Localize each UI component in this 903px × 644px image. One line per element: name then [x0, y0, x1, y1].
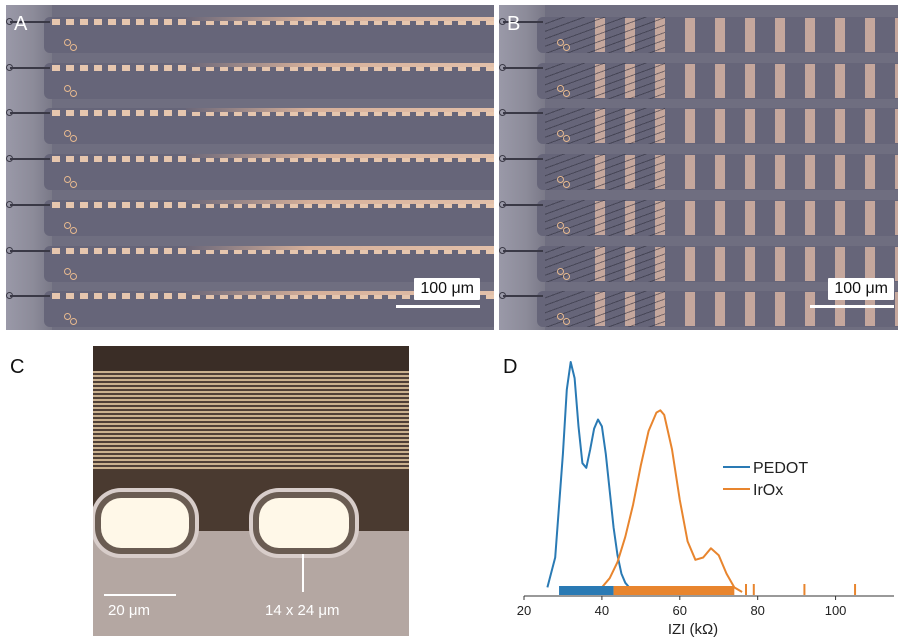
probe-tip: [6, 109, 50, 117]
probe-tip: [499, 292, 543, 300]
probe-tip: [499, 246, 543, 254]
alignment-marks: [557, 130, 571, 144]
site-size-label: 14 x 24 μm: [265, 602, 340, 619]
rug-band-irox: [613, 586, 735, 595]
probe-tip: [6, 292, 50, 300]
x-tick-label: 60: [673, 603, 687, 618]
legend-label-pedot: PEDOT: [753, 460, 808, 477]
alignment-marks: [64, 130, 78, 144]
panel-b-scale-bar: [810, 305, 894, 308]
trace-bundle: [186, 245, 494, 250]
panel-c-micrograph: 20 μm 14 x 24 μm: [93, 346, 409, 636]
electrode-site: [259, 498, 349, 548]
alignment-marks: [557, 267, 571, 282]
panel-a-scale-label: 100 μm: [414, 278, 480, 300]
probe-tip: [6, 63, 50, 71]
impedance-density-chart: 20 40 60 80 100 PEDOT IrOx IZI (kΩ): [517, 361, 894, 638]
electrode-row: [52, 19, 494, 25]
legend-label-irox: IrOx: [753, 482, 783, 499]
panel-b-scale-label: 100 μm: [828, 278, 894, 300]
electrode-site: [101, 498, 189, 548]
panel-a-letter: A: [14, 13, 28, 35]
electrode-row: [52, 64, 494, 71]
trace-bundle: [186, 62, 494, 67]
probe-tip: [499, 18, 543, 25]
x-tick-label: 100: [825, 603, 847, 618]
series-line-irox: [593, 409, 743, 593]
panel-b-micrograph: B 100 μm: [499, 5, 898, 330]
trace-bundle: [186, 154, 494, 159]
alignment-marks: [64, 267, 78, 282]
alignment-marks: [64, 313, 78, 327]
alignment-marks: [64, 39, 78, 53]
shank-edge: [93, 346, 409, 371]
probe-tip: [499, 63, 543, 71]
alignment-marks: [64, 221, 78, 236]
x-tick-label: 20: [517, 603, 531, 618]
electrode-row: [52, 201, 494, 208]
trace-bundle: [186, 199, 494, 204]
alignment-marks: [64, 84, 78, 99]
rug-band-pedot: [559, 586, 614, 595]
probe-tip: [6, 18, 50, 25]
interconnect-traces: [93, 371, 409, 469]
substrate-region: [93, 531, 409, 636]
panel-c-scale-bar: [104, 594, 176, 596]
trace-bundle: [186, 291, 494, 296]
electrode-row: [52, 156, 494, 163]
panel-c-letter: C: [10, 356, 25, 378]
probe-tip: [6, 155, 50, 163]
alignment-marks: [557, 176, 571, 190]
probe-tip: [499, 200, 543, 208]
alignment-marks: [64, 176, 78, 190]
trace-bundle: [186, 108, 494, 113]
alignment-marks: [557, 39, 571, 53]
electrode-row: [52, 110, 494, 117]
probe-tip: [6, 246, 50, 254]
probe-tip: [6, 200, 50, 208]
x-axis-label: IZI (kΩ): [668, 621, 718, 638]
panel-d-letter: D: [503, 356, 518, 378]
electrode-row: [52, 247, 494, 254]
panel-c-scale-label: 20 μm: [108, 602, 150, 619]
alignment-marks: [557, 221, 571, 236]
site-pointer-line: [302, 554, 304, 592]
trace-bundle: [186, 17, 494, 21]
alignment-marks: [557, 313, 571, 327]
probe-tip: [499, 109, 543, 117]
panel-a-micrograph: A 100 μm: [6, 5, 494, 330]
x-tick-label: 80: [750, 603, 764, 618]
series-line-pedot: [546, 361, 634, 593]
panel-b-letter: B: [507, 13, 521, 35]
panel-a-scale-bar: [396, 305, 480, 308]
alignment-marks: [557, 84, 571, 99]
x-tick-label: 40: [595, 603, 609, 618]
probe-tip: [499, 155, 543, 163]
electrode-row: [52, 293, 494, 300]
